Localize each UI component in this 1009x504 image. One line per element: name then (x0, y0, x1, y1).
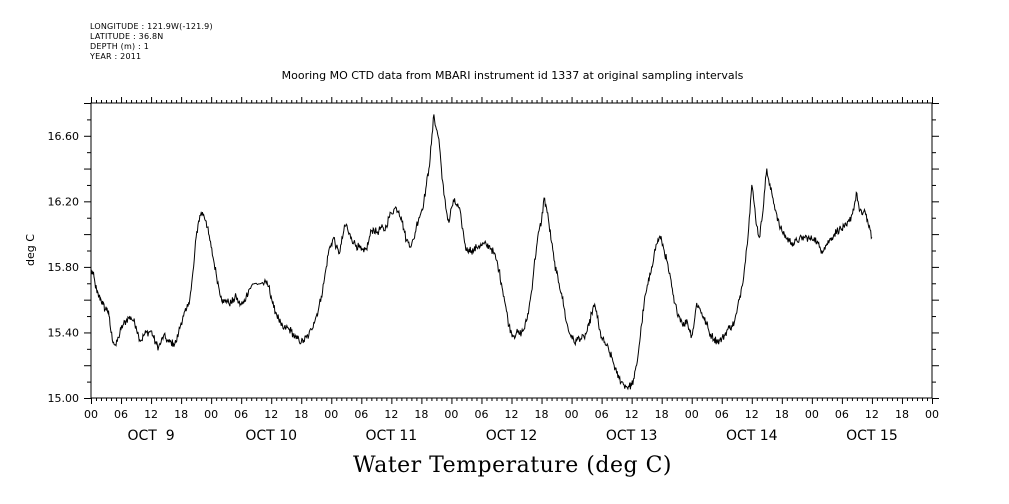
x-tick-label: 00 (565, 408, 579, 421)
x-tick-label: 18 (535, 408, 549, 421)
x-axis-title: Water Temperature (deg C) (353, 453, 672, 478)
day-label: OCT 11 (366, 428, 418, 444)
x-tick-label: 12 (745, 408, 759, 421)
x-tick-label: 18 (895, 408, 909, 421)
x-tick-label: 12 (505, 408, 519, 421)
chart-title-wrap: Mooring MO CTD data from MBARI instrumen… (0, 69, 1009, 82)
x-tick-label: 06 (715, 408, 729, 421)
y-axis-label: deg C (24, 234, 37, 266)
y-tick-label: 15.00 (48, 392, 80, 405)
y-tick-label: 16.60 (48, 130, 80, 143)
x-tick-label: 12 (865, 408, 879, 421)
temperature-series-line (90, 114, 873, 391)
x-tick-label: 18 (775, 408, 789, 421)
x-tick-label: 06 (114, 408, 128, 421)
x-tick-label: 12 (264, 408, 278, 421)
x-tick-label: 00 (444, 408, 458, 421)
y-tick-labels: 15.00 15.40 15.80 16.20 16.60 (48, 130, 80, 405)
y-tick-label: 16.20 (48, 195, 80, 208)
y-tick-label: 15.40 (48, 326, 80, 339)
x-tick-labels: 00 06 12 18 00 06 12 18 00 06 12 18 00 06 12 18 00 06 12 18… (84, 408, 939, 421)
x-tick-label: 00 (84, 408, 98, 421)
x-tick-label: 00 (204, 408, 218, 421)
chart-title: Mooring MO CTD data from MBARI instrumen… (281, 69, 744, 82)
y-tick-label: 15.80 (48, 261, 80, 274)
x-tick-label: 06 (474, 408, 488, 421)
day-label: OCT 9 (127, 428, 174, 444)
day-label: OCT 13 (606, 428, 658, 444)
metadata-block: LONGITUDE : 121.9W(-121.9) LATITUDE : 36… (90, 22, 213, 62)
x-tick-label: 12 (144, 408, 158, 421)
latitude-label: LATITUDE : 36.8N (90, 32, 164, 41)
day-labels: OCT 9 OCT 10 OCT 11 OCT 12 OCT 13 OCT 14 OCT 1… (127, 428, 897, 444)
x-tick-label: 00 (805, 408, 819, 421)
x-axis-title-wrap: Water Temperature (deg C) (0, 453, 1009, 478)
x-tick-label: 00 (925, 408, 939, 421)
x-tick-label: 06 (835, 408, 849, 421)
longitude-label: LONGITUDE : 121.9W(-121.9) (90, 22, 213, 31)
depth-label: DEPTH (m) : 1 (90, 42, 149, 51)
x-tick-label: 18 (294, 408, 308, 421)
x-tick-label: 12 (625, 408, 639, 421)
x-tick-label: 00 (685, 408, 699, 421)
day-label: OCT 10 (245, 428, 297, 444)
x-tick-label: 18 (414, 408, 428, 421)
x-tick-label: 12 (384, 408, 398, 421)
day-label: OCT 14 (726, 428, 778, 444)
day-label: OCT 12 (486, 428, 538, 444)
x-tick-label: 00 (324, 408, 338, 421)
x-tick-label: 06 (595, 408, 609, 421)
x-tick-label: 06 (234, 408, 248, 421)
day-label: OCT 15 (846, 428, 898, 444)
x-tick-label: 06 (354, 408, 368, 421)
year-label: YEAR : 2011 (90, 52, 142, 61)
plot-frame (90, 102, 933, 399)
x-tick-label: 18 (174, 408, 188, 421)
x-tick-label: 18 (655, 408, 669, 421)
